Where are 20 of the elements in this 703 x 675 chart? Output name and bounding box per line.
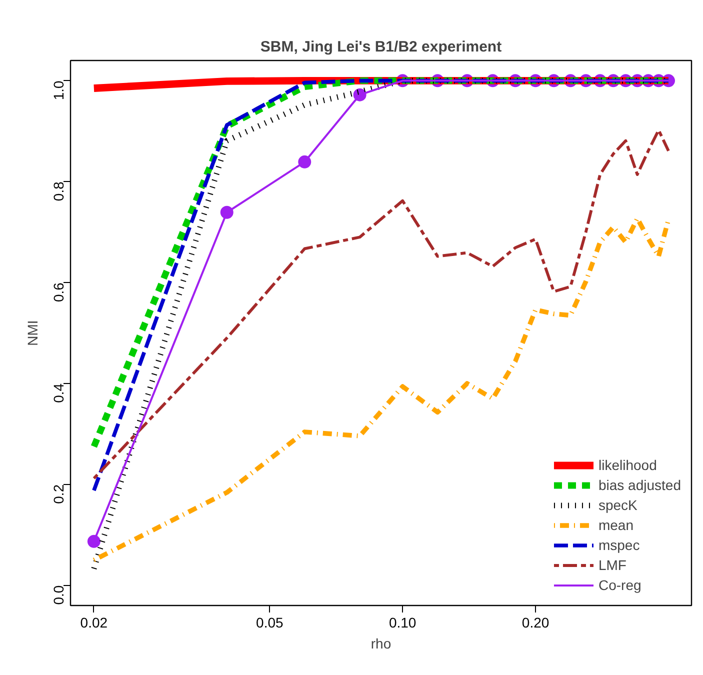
legend-label: bias adjusted: [598, 477, 681, 493]
x-tick-label: 0.20: [522, 614, 550, 630]
legend-label: likelihood: [598, 457, 657, 473]
legend-label: specK: [598, 497, 638, 513]
x-tick-label: 0.10: [388, 614, 416, 630]
x-tick-label: 0.05: [256, 614, 284, 630]
chart-title: SBM, Jing Lei's B1/B2 experiment: [260, 38, 502, 56]
x-tick-label: 0.02: [80, 614, 108, 630]
y-tick-label: 0.4: [50, 383, 66, 403]
legend-label: Co-reg: [598, 577, 642, 593]
y-tick-label: 0.6: [50, 282, 66, 302]
y-tick-label: 0.2: [50, 484, 66, 504]
legend-label: mspec: [598, 537, 640, 553]
y-tick-label: 0.0: [50, 585, 66, 605]
x-axis-title: rho: [370, 636, 392, 652]
legend-label: LMF: [598, 557, 626, 573]
y-tick-label: 0.8: [50, 181, 66, 202]
legend-label: mean: [598, 517, 634, 533]
y-tick-label: 1.0: [50, 80, 66, 100]
y-axis-title: NMI: [24, 320, 40, 346]
